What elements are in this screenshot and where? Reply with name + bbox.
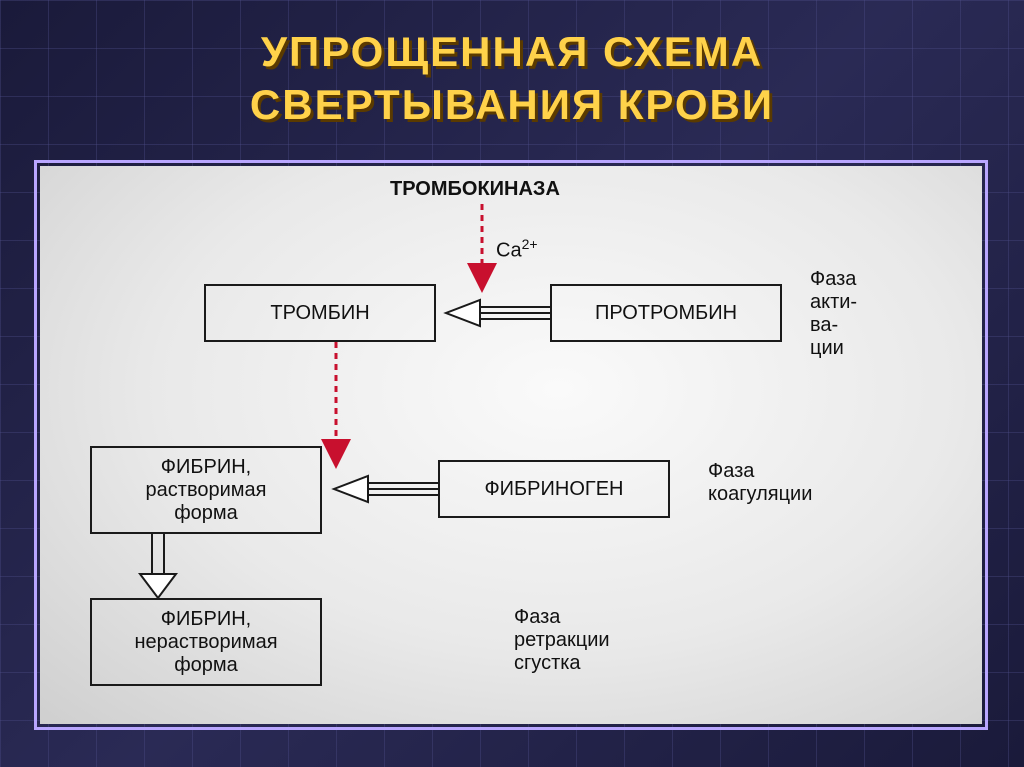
edge-protrombin-to-trombin — [446, 300, 550, 326]
ca-text: Ca — [496, 240, 522, 262]
box-fibrinogen: ФИБРИНОГЕН — [438, 460, 670, 518]
box-fibrin-soluble: ФИБРИН,растворимаяформа — [90, 446, 322, 534]
edge-fibrin-sol-to-insol — [140, 534, 176, 598]
flowchart: ТРОМБОКИНАЗА Ca2+ Фазаакти-ва-ции Фазако… — [40, 166, 982, 724]
label-phase-activation: Фазаакти-ва-ции — [810, 268, 857, 360]
ca-sup: 2+ — [522, 236, 538, 252]
edge-fibrinogen-to-fibrin — [334, 476, 438, 502]
diagram-panel: ТРОМБОКИНАЗА Ca2+ Фазаакти-ва-ции Фазако… — [40, 166, 982, 724]
label-trombokinaza: ТРОМБОКИНАЗА — [390, 178, 560, 201]
box-fibrin-insoluble: ФИБРИН,нерастворимаяформа — [90, 598, 322, 686]
label-ca: Ca2+ — [496, 236, 538, 263]
label-phase-retraction: Фазаретракциисгустка — [514, 606, 610, 675]
slide: УПРОЩЕННАЯ СХЕМА СВЕРТЫВАНИЯ КРОВИ УПРОЩ… — [0, 0, 1024, 767]
slide-title: УПРОЩЕННАЯ СХЕМА СВЕРТЫВАНИЯ КРОВИ УПРОЩ… — [0, 26, 1024, 131]
title-line1: УПРОЩЕННАЯ СХЕМА — [261, 28, 763, 75]
title-line2: СВЕРТЫВАНИЯ КРОВИ — [250, 81, 774, 128]
box-trombin: ТРОМБИН — [204, 284, 436, 342]
label-phase-coagulation: Фазакоагуляции — [708, 460, 812, 506]
box-protrombin: ПРОТРОМБИН — [550, 284, 782, 342]
